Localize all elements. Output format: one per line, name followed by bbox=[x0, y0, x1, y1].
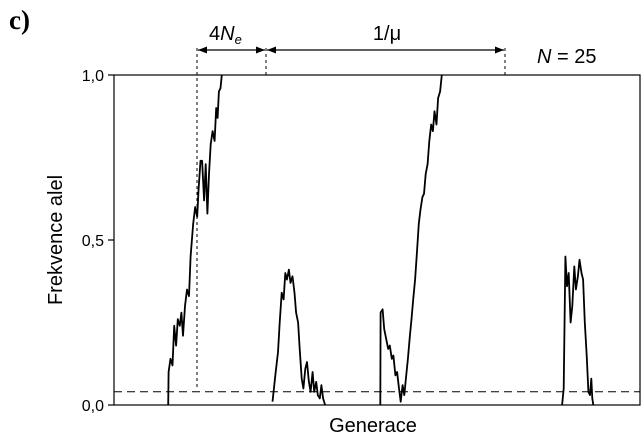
panel-label: c) bbox=[9, 5, 30, 35]
label-pop-n: N bbox=[537, 46, 552, 68]
label-pop-eq: = 25 bbox=[551, 46, 596, 68]
allele-trajectory-4 bbox=[561, 255, 595, 406]
y-tick-label: 1,0 bbox=[82, 68, 104, 85]
label-4ne-n: N bbox=[220, 23, 235, 45]
label-4ne-four: 4 bbox=[209, 23, 220, 45]
label-pop-size: N = 25 bbox=[537, 46, 597, 68]
interval-annotations: 4Ne 1/μ N = 25 bbox=[196, 23, 597, 389]
y-ticks: 0,0 0,5 1,0 bbox=[82, 68, 114, 415]
x-axis-title: Generace bbox=[329, 415, 417, 437]
allele-trajectory-2 bbox=[271, 268, 326, 406]
y-tick-label: 0,0 bbox=[82, 398, 104, 415]
allele-trajectory-3 bbox=[379, 74, 443, 406]
arrow-4ne-right-head bbox=[256, 46, 265, 54]
y-tick-label: 0,5 bbox=[82, 233, 104, 250]
allele-trajectory-1 bbox=[167, 74, 223, 406]
plot-frame bbox=[113, 74, 641, 406]
label-4ne-sub: e bbox=[235, 32, 242, 47]
arrow-inv-mu-right-head bbox=[495, 46, 504, 54]
series-group bbox=[167, 74, 595, 406]
arrow-4ne-left-head bbox=[198, 46, 207, 54]
label-4ne: 4Ne bbox=[209, 23, 242, 47]
label-inv-mu: 1/μ bbox=[373, 23, 401, 45]
arrow-inv-mu-left-head bbox=[267, 46, 276, 54]
y-axis-title: Frekvence alel bbox=[45, 175, 67, 305]
